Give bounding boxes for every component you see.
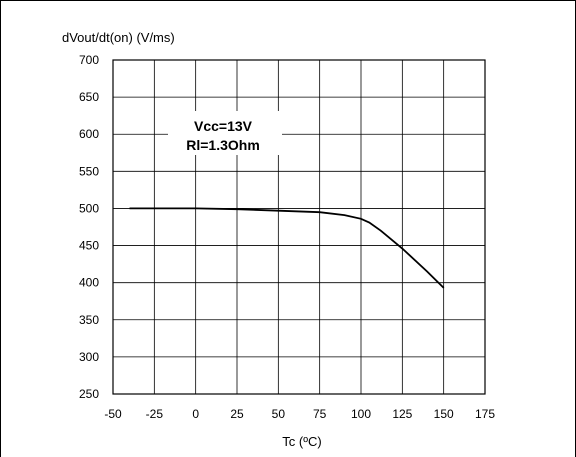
x-tick-label: 25: [230, 407, 244, 421]
y-tick-label: 650: [79, 90, 99, 104]
y-tick-label: 300: [79, 350, 99, 364]
y-tick-labels: 250 300 350 400 450 500 550 600 650 700: [79, 53, 99, 401]
annotation-rl: Rl=1.3Ohm: [186, 137, 260, 153]
annotation-vcc: Vcc=13V: [194, 118, 253, 134]
y-tick-label: 600: [79, 127, 99, 141]
x-tick-label: 75: [313, 407, 327, 421]
x-tick-label: 100: [351, 407, 371, 421]
series-line: [129, 207, 445, 289]
x-tick-labels: -50 -25 0 25 50 75 100 125 150 175: [104, 407, 495, 421]
y-tick-label: 450: [79, 239, 99, 253]
annotation-box: [168, 111, 282, 155]
x-tick-label: 125: [392, 407, 412, 421]
y-tick-label: 400: [79, 276, 99, 290]
y-tick-label: 250: [79, 387, 99, 401]
plot-border: [112, 59, 486, 395]
x-tick-label: 0: [192, 407, 199, 421]
y-tick-label: 700: [79, 53, 99, 67]
x-tick-label: -50: [104, 407, 122, 421]
grid-lines: [112, 59, 486, 395]
y-tick-label: 550: [79, 164, 99, 178]
y-tick-label: 350: [79, 313, 99, 327]
y-tick-label: 500: [79, 201, 99, 215]
x-tick-label: 150: [434, 407, 454, 421]
y-axis-label: dVout/dt(on) (V/ms): [62, 30, 175, 45]
x-tick-label: 175: [475, 407, 495, 421]
x-tick-label: 50: [272, 407, 286, 421]
x-axis-label: Tc (ºC): [282, 434, 321, 449]
x-tick-label: -25: [146, 407, 164, 421]
